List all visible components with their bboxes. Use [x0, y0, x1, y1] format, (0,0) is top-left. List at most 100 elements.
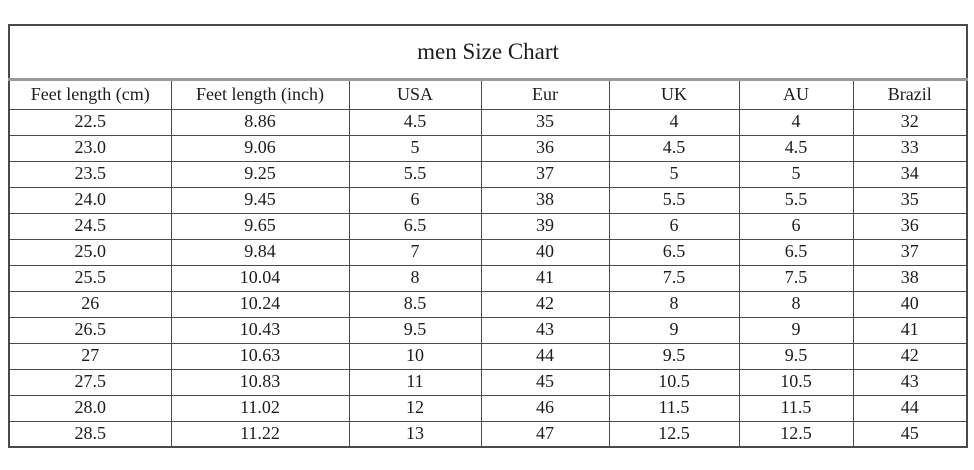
- table-row: 25.5 10.04 8 41 7.5 7.5 38: [8, 264, 968, 292]
- table-row: 28.5 11.22 13 47 12.5 12.5 45: [8, 420, 968, 448]
- table-cell: 26.5: [8, 316, 172, 344]
- table-cell: 10.5: [608, 368, 740, 396]
- table-cell: 47: [480, 420, 610, 448]
- table-cell: 9.06: [170, 134, 350, 162]
- table-cell: 28.0: [8, 394, 172, 422]
- table-cell: 23.0: [8, 134, 172, 162]
- table-cell: 5: [608, 160, 740, 188]
- table-cell: 9.5: [608, 342, 740, 370]
- table-row: 25.0 9.84 7 40 6.5 6.5 37: [8, 238, 968, 266]
- table-row: 22.5 8.86 4.5 35 4 4 32: [8, 108, 968, 136]
- table-cell: 9.45: [170, 186, 350, 214]
- table-cell: 25.0: [8, 238, 172, 266]
- table-cell: 13: [348, 420, 482, 448]
- column-header-au: AU: [738, 78, 854, 110]
- table-body: 22.5 8.86 4.5 35 4 4 32 23.0 9.06 5 36 4.5 4.5 33 23.5…: [8, 108, 968, 448]
- table-cell: 44: [480, 342, 610, 370]
- title-row: men Size Chart: [8, 24, 968, 81]
- table-cell: 5: [738, 160, 854, 188]
- table-cell: 32: [852, 108, 968, 136]
- table-cell: 22.5: [8, 108, 172, 136]
- table-cell: 5: [348, 134, 482, 162]
- table-cell: 10.24: [170, 290, 350, 318]
- table-cell: 26: [8, 290, 172, 318]
- table-cell: 5.5: [348, 160, 482, 188]
- table-cell: 12.5: [608, 420, 740, 448]
- table-cell: 6.5: [608, 238, 740, 266]
- table-cell: 37: [852, 238, 968, 266]
- table-cell: 24.0: [8, 186, 172, 214]
- table-cell: 8: [608, 290, 740, 318]
- table-cell: 6: [738, 212, 854, 240]
- table-cell: 12: [348, 394, 482, 422]
- table-cell: 9.5: [348, 316, 482, 344]
- table-cell: 5.5: [738, 186, 854, 214]
- table-cell: 33: [852, 134, 968, 162]
- table-cell: 9.5: [738, 342, 854, 370]
- table-cell: 9.65: [170, 212, 350, 240]
- table-cell: 4.5: [738, 134, 854, 162]
- table-cell: 42: [852, 342, 968, 370]
- table-cell: 4.5: [348, 108, 482, 136]
- table-cell: 7.5: [608, 264, 740, 292]
- table-cell: 6: [608, 212, 740, 240]
- table-cell: 41: [852, 316, 968, 344]
- table-cell: 10.43: [170, 316, 350, 344]
- table-cell: 44: [852, 394, 968, 422]
- table-cell: 35: [852, 186, 968, 214]
- table-cell: 23.5: [8, 160, 172, 188]
- chart-title: men Size Chart: [8, 24, 968, 81]
- table-cell: 7: [348, 238, 482, 266]
- table-cell: 42: [480, 290, 610, 318]
- table-cell: 45: [852, 420, 968, 448]
- table-row: 26 10.24 8.5 42 8 8 40: [8, 290, 968, 318]
- table-cell: 6: [348, 186, 482, 214]
- table-cell: 24.5: [8, 212, 172, 240]
- table-cell: 11.22: [170, 420, 350, 448]
- table-cell: 6.5: [348, 212, 482, 240]
- column-header-eur: Eur: [480, 78, 610, 110]
- table-cell: 38: [480, 186, 610, 214]
- column-header-uk: UK: [608, 78, 740, 110]
- table-cell: 37: [480, 160, 610, 188]
- column-header-usa: USA: [348, 78, 482, 110]
- table-cell: 8: [348, 264, 482, 292]
- table-cell: 10.04: [170, 264, 350, 292]
- header-row: Feet length (cm) Feet length (inch) USA Eur…: [8, 78, 968, 110]
- table-cell: 9.25: [170, 160, 350, 188]
- table-cell: 25.5: [8, 264, 172, 292]
- table-cell: 35: [480, 108, 610, 136]
- table-cell: 38: [852, 264, 968, 292]
- table-cell: 4: [738, 108, 854, 136]
- table-cell: 39: [480, 212, 610, 240]
- column-header-brazil: Brazil: [852, 78, 968, 110]
- table-cell: 11.02: [170, 394, 350, 422]
- men-size-chart-table: men Size Chart Feet length (cm) Feet leng…: [8, 24, 969, 448]
- table-cell: 8: [738, 290, 854, 318]
- table-cell: 5.5: [608, 186, 740, 214]
- table-cell: 8.86: [170, 108, 350, 136]
- table-cell: 40: [480, 238, 610, 266]
- table-cell: 43: [852, 368, 968, 396]
- table-cell: 45: [480, 368, 610, 396]
- table-cell: 28.5: [8, 420, 172, 448]
- column-header-feet-length-inch: Feet length (inch): [170, 78, 350, 110]
- table-cell: 36: [852, 212, 968, 240]
- table-cell: 34: [852, 160, 968, 188]
- table-cell: 10: [348, 342, 482, 370]
- table-cell: 9.84: [170, 238, 350, 266]
- table-cell: 11.5: [738, 394, 854, 422]
- table-row: 27 10.63 10 44 9.5 9.5 42: [8, 342, 968, 370]
- table-cell: 6.5: [738, 238, 854, 266]
- table-cell: 11.5: [608, 394, 740, 422]
- table-cell: 11: [348, 368, 482, 396]
- column-header-feet-length-cm: Feet length (cm): [8, 78, 172, 110]
- table-row: 23.0 9.06 5 36 4.5 4.5 33: [8, 134, 968, 162]
- table-cell: 4: [608, 108, 740, 136]
- table-cell: 8.5: [348, 290, 482, 318]
- table-cell: 41: [480, 264, 610, 292]
- table-row: 26.5 10.43 9.5 43 9 9 41: [8, 316, 968, 344]
- table-cell: 9: [738, 316, 854, 344]
- table-cell: 40: [852, 290, 968, 318]
- table-cell: 4.5: [608, 134, 740, 162]
